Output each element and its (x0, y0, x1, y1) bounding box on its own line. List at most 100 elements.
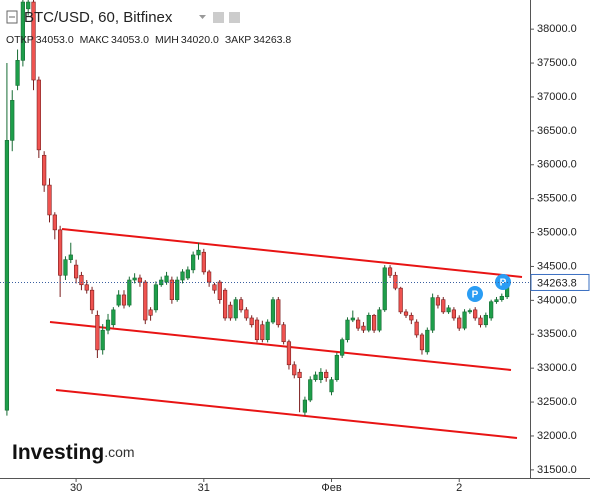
candle-body (207, 271, 212, 283)
candle-body (228, 304, 233, 319)
candle-body (196, 249, 201, 256)
candle-body (334, 354, 339, 380)
legend-value: 34053.0 (36, 34, 74, 46)
y-tick-label: 37500.0 (537, 57, 577, 69)
candle-body (292, 364, 297, 376)
candle-body (340, 339, 345, 356)
candle-body (419, 334, 425, 351)
candle-body (111, 309, 116, 326)
y-tick-label: 35000.0 (537, 226, 577, 238)
y-tick-label: 31500.0 (537, 464, 577, 476)
candle-body (143, 281, 148, 321)
candle-body (308, 379, 313, 401)
candle-body (20, 1, 25, 61)
x-tick-label: 30 (70, 482, 82, 494)
candle-body (52, 214, 57, 231)
y-tick-label: 35500.0 (537, 193, 577, 205)
candle-body (414, 321, 419, 336)
candle-body (238, 299, 244, 311)
marker-label: P (472, 290, 479, 301)
markers: P P (467, 274, 511, 302)
candle-body (89, 289, 95, 311)
candle-body (26, 1, 31, 10)
candle-body (457, 317, 462, 329)
y-tick-label: 33500.0 (537, 328, 577, 340)
marker-circle[interactable] (495, 274, 511, 290)
candle-body (164, 275, 169, 283)
candle-body (244, 309, 249, 319)
legend-value: 34053.0 (111, 34, 149, 46)
y-tick-label: 34000.0 (537, 294, 577, 306)
candle-body (47, 184, 52, 216)
y-tick-label: 36000.0 (537, 159, 577, 171)
candle-body (260, 324, 265, 340)
candle-body (233, 299, 238, 319)
candle-body (297, 371, 302, 378)
candle-body (84, 284, 89, 291)
close-icon[interactable] (229, 12, 240, 23)
candle-body (377, 309, 382, 331)
candle-body (478, 317, 483, 326)
candle-body (270, 299, 276, 323)
y-tick-label: 34500.0 (537, 260, 577, 272)
candle-body (121, 294, 127, 306)
candle-body (58, 229, 63, 276)
header: BTC/USD, 60, Bitfinex ОТКР 34053.0 МАКС 340… (6, 9, 291, 46)
trend-line (61, 228, 523, 278)
candle-body (473, 309, 478, 319)
candle-body (217, 281, 222, 300)
candle-body (499, 295, 504, 300)
candle-body (441, 299, 446, 313)
candle-body (10, 100, 15, 141)
logo: Investing.com (12, 441, 135, 464)
candle-body (483, 314, 488, 326)
candle-body (15, 60, 20, 86)
legend-value: 34263.8 (253, 34, 291, 46)
collapse-icon[interactable] (6, 10, 18, 24)
candle-body (462, 311, 467, 329)
candle-body (68, 254, 73, 260)
y-tick-label: 36500.0 (537, 125, 577, 137)
marker-label: P (500, 278, 507, 289)
chart-title: BTC/USD, 60, Bitfinex (24, 9, 173, 26)
candle-body (371, 314, 377, 331)
candle-body (222, 289, 228, 319)
legend-value: 34020.0 (181, 34, 219, 46)
candle-body (191, 254, 196, 271)
candle-body (175, 279, 180, 300)
candle-body (313, 374, 318, 380)
y-tick-label: 37000.0 (537, 91, 577, 103)
candle-body (132, 277, 137, 281)
candle-body (281, 324, 286, 343)
legend-label: ОТКР (6, 34, 34, 46)
candle-body (494, 299, 499, 303)
settings-icon[interactable] (213, 12, 224, 23)
candle-body (116, 294, 121, 306)
candle-body (212, 284, 217, 291)
candle-body (451, 309, 457, 319)
candle-body (276, 299, 281, 326)
dropdown-arrow[interactable] (199, 15, 206, 19)
candle-body (265, 321, 270, 340)
candle-body (42, 154, 47, 186)
marker-circle[interactable] (467, 286, 483, 302)
candle-body (249, 317, 254, 326)
y-tick-label: 32000.0 (537, 430, 577, 442)
candle-body (127, 279, 132, 306)
candle-body (425, 329, 430, 353)
candle-body (350, 317, 355, 321)
candle-body (430, 297, 435, 331)
candle-body (105, 319, 111, 331)
candle-body (254, 319, 260, 340)
plot (4, 0, 510, 416)
ohlc-legend: ОТКР 34053.0 МАКС 34053.0 МИН 34020.0 ЗАКР 3426… (6, 34, 291, 46)
candle-body (356, 319, 361, 329)
legend-label: МАКС (80, 34, 110, 46)
candle-body (393, 274, 398, 289)
candle-body (201, 251, 206, 273)
candle-body (153, 284, 159, 311)
trend-lines (49, 228, 523, 439)
candle-body (324, 371, 329, 378)
legend-label: ЗАКР (225, 34, 251, 46)
